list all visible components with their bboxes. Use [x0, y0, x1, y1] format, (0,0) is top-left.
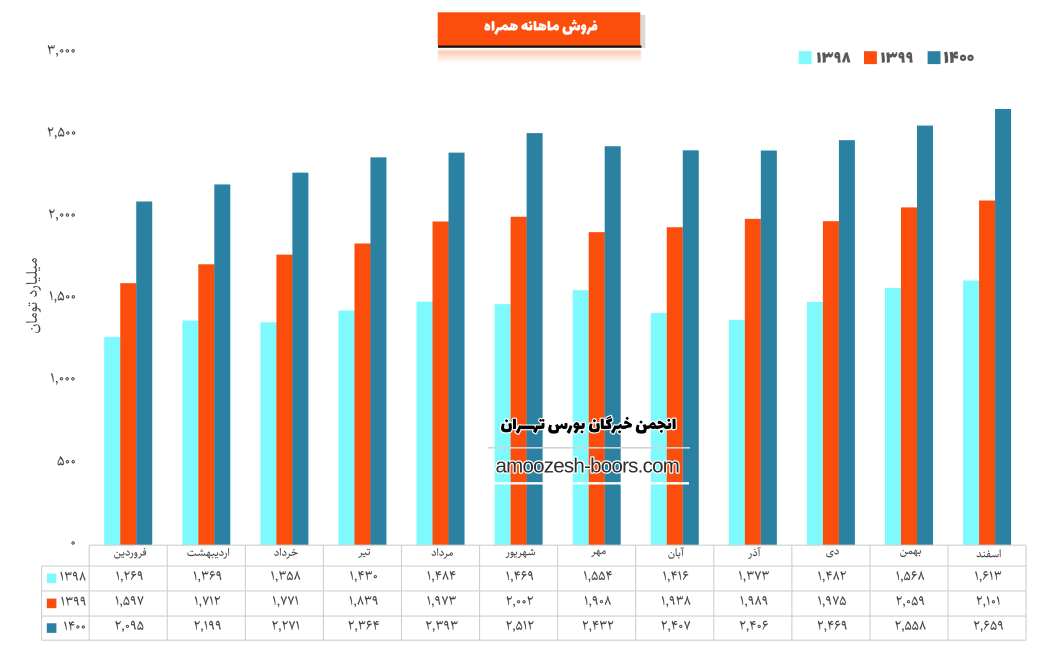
- svg-text:amoozesh-boors.com: amoozesh-boors.com: [495, 455, 679, 478]
